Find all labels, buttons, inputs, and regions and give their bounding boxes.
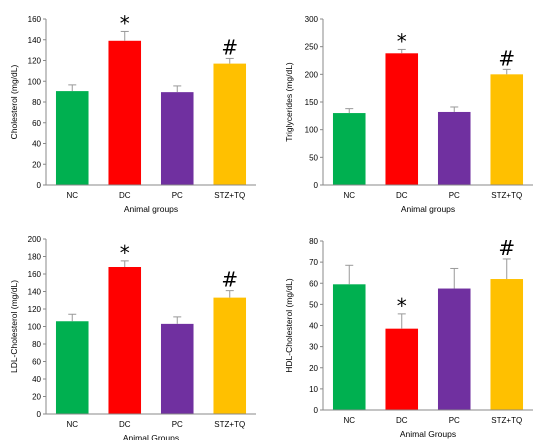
chart-1-y-tick-label: 150 <box>305 98 319 107</box>
ldl-cholesterol-chart: 0 20 40 60 80 100 120 140 160 180 200 NC * DC PC # STZ+T… <box>0 220 275 440</box>
chart-1-y-tick-label: 0 <box>314 181 319 190</box>
chart-3-bar-stztq <box>490 279 524 410</box>
triglycerides-chart-svg: 0 50 100 150 200 250 300 NC * DC PC # STZ+TQ Animal g… <box>284 15 533 214</box>
chart-1-x-tick-label: STZ+TQ <box>491 191 522 200</box>
chart-3-y-tick-label: 0 <box>314 406 319 415</box>
chart-2-y-tick-label: 40 <box>32 375 41 384</box>
chart-3-y-tick-label: 50 <box>309 300 318 309</box>
chart-2-significance-asterisk: * <box>120 241 130 265</box>
chart-0-y-axis-title: Cholesterol (mg/dL) <box>9 65 19 140</box>
chart-3-y-tick-label: 30 <box>309 343 318 352</box>
chart-3-y-tick-label: 80 <box>309 237 318 246</box>
chart-2-x-tick-label: DC <box>119 420 131 429</box>
ldl-cholesterol-chart-svg: 0 20 40 60 80 100 120 140 160 180 200 NC * DC PC # STZ+T… <box>9 235 256 440</box>
chart-1-significance-hash: # <box>498 46 515 70</box>
chart-2-x-axis-title: Animal Groups <box>123 433 179 440</box>
chart-3-x-tick-label: STZ+TQ <box>491 416 522 425</box>
chart-3-significance-asterisk: * <box>397 294 407 318</box>
hdl-cholesterol-chart: 0 10 20 30 40 50 60 70 80 NC * DC PC # STZ+TQ Animal Gr… <box>275 220 550 440</box>
cholesterol-chart: 0 20 40 60 80 100 120 140 160 NC * DC PC # STZ+TQ Anima… <box>0 0 275 220</box>
chart-0-y-tick-label: 80 <box>32 98 41 107</box>
chart-3-y-tick-label: 70 <box>309 258 318 267</box>
chart-3-bar-nc <box>332 284 366 410</box>
chart-1-y-tick-label: 300 <box>305 15 319 24</box>
chart-2-bar-nc <box>55 321 89 414</box>
chart-1-bar-nc <box>332 113 366 185</box>
chart-0-y-tick-label: 140 <box>28 36 42 45</box>
chart-0-y-tick-label: 160 <box>28 15 42 24</box>
chart-1-significance-asterisk: * <box>397 29 407 53</box>
chart-3-y-tick-label: 10 <box>309 385 318 394</box>
chart-2-y-tick-label: 0 <box>37 410 42 419</box>
chart-0-x-axis-title: Animal groups <box>124 204 178 214</box>
chart-3-y-tick-label: 60 <box>309 279 318 288</box>
chart-2-bar-stztq <box>213 297 247 414</box>
chart-1-y-tick-label: 200 <box>305 70 319 79</box>
chart-0-x-tick-label: NC <box>66 191 78 200</box>
chart-2-y-tick-label: 100 <box>28 323 42 332</box>
hdl-cholesterol-chart-svg: 0 10 20 30 40 50 60 70 80 NC * DC PC # STZ+TQ Animal Gr… <box>284 236 533 439</box>
chart-0-y-tick-label: 120 <box>28 57 42 66</box>
chart-1-x-tick-label: PC <box>449 191 460 200</box>
chart-3-x-tick-label: DC <box>396 416 408 425</box>
chart-3-y-tick-label: 40 <box>309 322 318 331</box>
chart-2-x-tick-label: NC <box>66 420 78 429</box>
chart-1-bar-dc <box>385 53 419 185</box>
chart-2-y-tick-label: 60 <box>32 358 41 367</box>
chart-0-x-tick-label: PC <box>172 191 183 200</box>
cholesterol-chart-svg: 0 20 40 60 80 100 120 140 160 NC * DC PC # STZ+TQ Anima… <box>9 11 256 214</box>
chart-0-bar-dc <box>108 40 142 185</box>
chart-0-bar-stztq <box>213 63 247 185</box>
chart-3-x-tick-label: NC <box>343 416 355 425</box>
chart-0-x-tick-label: STZ+TQ <box>214 191 245 200</box>
chart-0-bar-pc <box>160 92 194 185</box>
chart-0-y-tick-label: 20 <box>32 160 41 169</box>
chart-3-y-axis-title: HDL-Cholesterol (mg/dL) <box>284 278 294 373</box>
chart-1-y-axis-title: Triglycerides (mg/dL) <box>284 62 294 142</box>
chart-2-y-tick-label: 80 <box>32 340 41 349</box>
chart-2-y-tick-label: 200 <box>28 235 42 244</box>
chart-2-bar-dc <box>108 267 142 414</box>
chart-1-y-tick-label: 50 <box>309 153 318 162</box>
chart-2-y-tick-label: 180 <box>28 253 42 262</box>
chart-3-bar-dc <box>385 328 419 410</box>
chart-3-x-axis-title: Animal Groups <box>400 429 456 439</box>
chart-0-x-tick-label: DC <box>119 191 131 200</box>
chart-0-y-tick-label: 60 <box>32 119 41 128</box>
chart-2-bar-pc <box>160 323 194 414</box>
chart-2-x-tick-label: PC <box>172 420 183 429</box>
chart-1-x-tick-label: NC <box>343 191 355 200</box>
chart-3-significance-hash: # <box>498 236 515 260</box>
chart-2-significance-hash: # <box>221 268 238 292</box>
chart-0-significance-asterisk: * <box>120 11 130 35</box>
chart-3-x-tick-label: PC <box>449 416 460 425</box>
chart-3-bar-pc <box>437 288 471 410</box>
chart-2-y-tick-label: 120 <box>28 305 42 314</box>
chart-0-y-tick-label: 0 <box>37 181 42 190</box>
chart-3-y-tick-label: 20 <box>309 364 318 373</box>
chart-1-y-tick-label: 100 <box>305 126 319 135</box>
chart-0-significance-hash: # <box>221 35 238 59</box>
chart-2-y-tick-label: 160 <box>28 270 42 279</box>
chart-1-bar-stztq <box>490 74 524 185</box>
chart-1-x-tick-label: DC <box>396 191 408 200</box>
chart-2-y-tick-label: 20 <box>32 393 41 402</box>
chart-0-y-tick-label: 100 <box>28 77 42 86</box>
chart-0-y-tick-label: 40 <box>32 140 41 149</box>
chart-2-y-tick-label: 140 <box>28 288 42 297</box>
chart-2-y-axis-title: LDL-Cholesterol (mg/dL) <box>9 280 19 373</box>
chart-0-bar-nc <box>55 91 89 185</box>
chart-1-bar-pc <box>437 111 471 185</box>
chart-1-y-tick-label: 250 <box>305 43 319 52</box>
chart-1-x-axis-title: Animal groups <box>401 204 455 214</box>
chart-2-x-tick-label: STZ+TQ <box>214 420 245 429</box>
triglycerides-chart: 0 50 100 150 200 250 300 NC * DC PC # STZ+TQ Animal g… <box>275 0 550 220</box>
